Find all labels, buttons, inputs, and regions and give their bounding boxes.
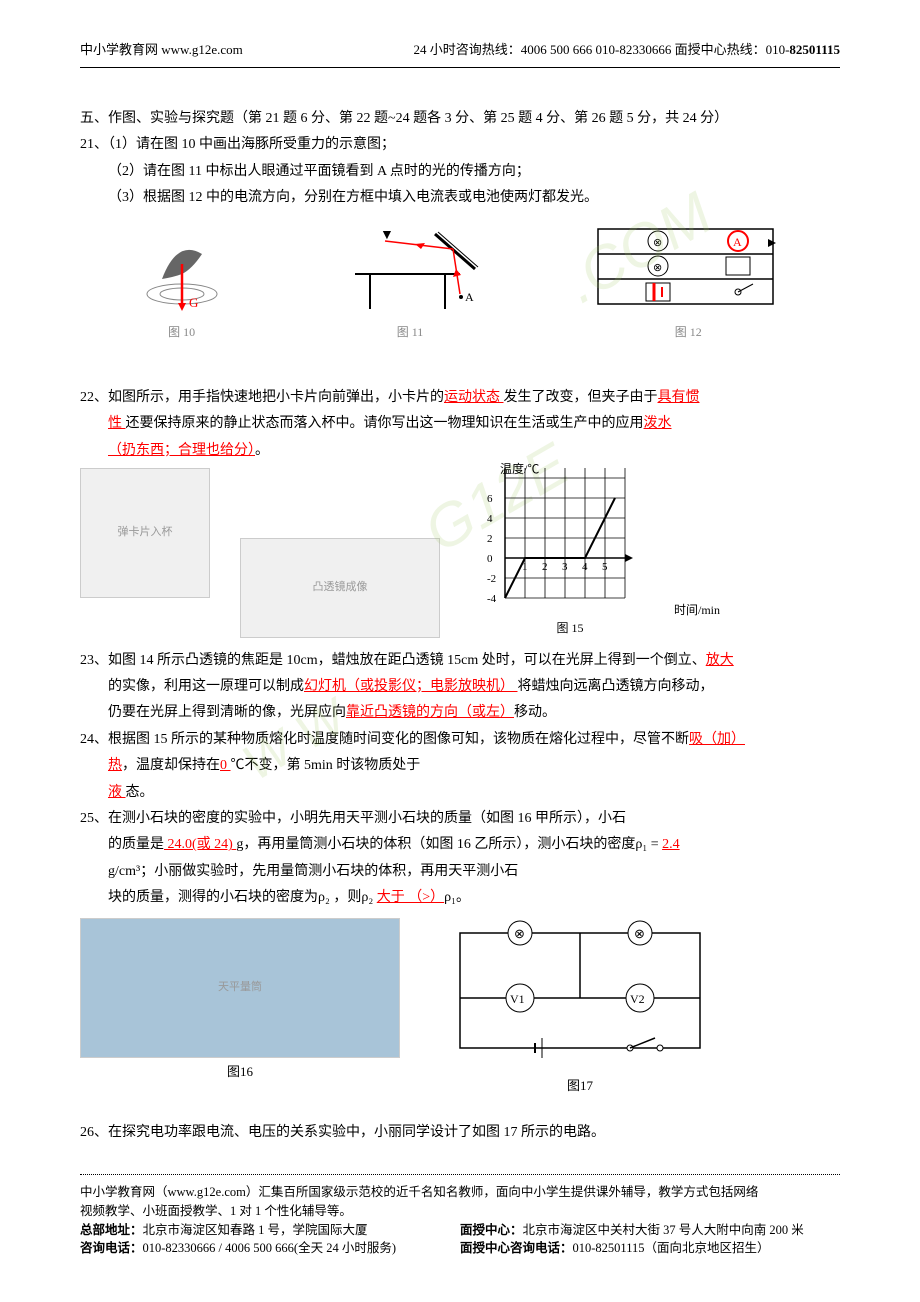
q24-2: 热，温度却保持在0 ℃不变，第 5min 时该物质处于 <box>80 755 840 777</box>
fig14: 凸透镜成像 <box>240 538 440 638</box>
q23-3: 仍要在光屏上得到清晰的像，光屏应向靠近凸透镜的方向（或左）移动。 <box>80 702 840 724</box>
q23-2: 的实像，利用这一原理可以制成幻灯机（或投影仪；电影放映机） 将蜡烛向远离凸透镜方… <box>80 676 840 698</box>
q23-1: 23、如图 14 所示凸透镜的焦距是 10cm，蜡烛放在距凸透镜 15cm 处时… <box>80 650 840 672</box>
q21-3: （3）根据图 12 中的电流方向，分别在方框中填入电流表或电池使两灯都发光。 <box>80 187 840 209</box>
q22c: （扔东西；合理也给分）。 <box>80 440 840 462</box>
fig11-svg: ▼ A <box>335 219 485 314</box>
svg-text:2: 2 <box>487 533 493 545</box>
q25-2: 的质量是 24.0(或 24) g，再用量筒测小石块的体积（如图 16 乙所示）… <box>80 834 840 856</box>
header-left: 中小学教育网 www.g12e.com <box>80 40 243 61</box>
footer-divider <box>80 1174 840 1175</box>
svg-text:⊗: ⊗ <box>653 237 662 249</box>
q22b: 性 还要保持原来的静止状态而落入杯中。请你写出这一物理知识在生活或生产中的应用泼… <box>80 413 840 435</box>
svg-text:6: 6 <box>487 493 493 505</box>
q21-1: 21、（1）请在图 10 中画出海豚所受重力的示意图； <box>80 134 840 156</box>
svg-text:4: 4 <box>582 561 588 573</box>
q25-4: 块的质量，测得的小石块的密度为ρ₂ ，则ρ₂ 大于 （>）ρ₁。 <box>80 887 840 909</box>
fig-row-2: 天平量筒 图16 ⊗ ⊗ V1 V2 图17 <box>80 918 840 1097</box>
fig12-block: ⊗ A ⊗ 图 12 <box>588 219 788 342</box>
fig17-block: ⊗ ⊗ V1 V2 图17 <box>440 918 720 1097</box>
fig16: 天平量筒 <box>80 918 400 1058</box>
svg-text:⊗: ⊗ <box>514 926 525 941</box>
svg-text:0: 0 <box>487 553 493 565</box>
svg-text:3: 3 <box>562 561 568 573</box>
svg-text:4: 4 <box>487 513 493 525</box>
fig12-svg: ⊗ A ⊗ <box>588 219 788 314</box>
content: 五、作图、实验与探究题（第 21 题 6 分、第 22 题~24 题各 3 分、… <box>80 108 840 1144</box>
q24-1: 24、根据图 15 所示的某种物质熔化时温度随时间变化的图像可知，该物质在熔化过… <box>80 729 840 751</box>
svg-text:5: 5 <box>602 561 608 573</box>
fig10-block: G 图 10 <box>132 219 232 342</box>
chart15-svg: 6420-2-412345 <box>470 468 670 608</box>
svg-text:V2: V2 <box>630 992 645 1006</box>
page-header: 中小学教育网 www.g12e.com 24 小时咨询热线：4006 500 6… <box>80 40 840 68</box>
q22: 22、如图所示，用手指快速地把小卡片向前弹出，小卡片的运动状态 发生了改变，但夹… <box>80 387 840 409</box>
chart15: 温度/℃ 6420-2-412345 时间/min 图 15 <box>470 468 670 638</box>
fig-row-1: G 图 10 ▼ A 图 11 <box>80 219 840 342</box>
svg-text:A: A <box>733 235 742 249</box>
svg-text:⊗: ⊗ <box>653 262 662 274</box>
svg-text:2: 2 <box>542 561 548 573</box>
svg-text:-4: -4 <box>487 593 497 605</box>
fig-cup: 弹卡片入杯 <box>80 468 210 598</box>
page-footer: 中小学教育网（www.g12e.com）汇集百所国家级示范校的近千名知名教师，面… <box>80 1183 840 1258</box>
q25-1: 25、在测小石块的密度的实验中，小明先用天平测小石块的质量（如图 16 甲所示）… <box>80 808 840 830</box>
svg-text:A: A <box>465 290 474 304</box>
q25-3: g/cm³；小丽做实验时，先用量筒测小石块的体积，再用天平测小石 <box>80 861 840 883</box>
section5-title: 五、作图、实验与探究题（第 21 题 6 分、第 22 题~24 题各 3 分、… <box>80 108 840 130</box>
fig-chart-row: 弹卡片入杯 凸透镜成像 温度/℃ 6420-2-412345 时间/min 图 … <box>80 468 840 638</box>
svg-text:-2: -2 <box>487 573 496 585</box>
svg-text:⊗: ⊗ <box>634 926 645 941</box>
fig17-svg: ⊗ ⊗ V1 V2 <box>440 918 720 1068</box>
q24-3: 液 态。 <box>80 782 840 804</box>
q21-2: （2）请在图 11 中标出人眼通过平面镜看到 A 点时的光的传播方向； <box>80 161 840 183</box>
svg-text:G: G <box>189 295 198 310</box>
header-right: 24 小时咨询热线：4006 500 666 010-82330666 面授中心… <box>414 40 841 61</box>
q26: 26、在探究电功率跟电流、电压的关系实验中，小丽同学设计了如图 17 所示的电路… <box>80 1122 840 1144</box>
fig10-svg: G <box>132 219 232 314</box>
svg-text:V1: V1 <box>510 992 525 1006</box>
fig16-block: 天平量筒 图16 <box>80 918 400 1083</box>
fig11-block: ▼ A 图 11 <box>335 219 485 342</box>
